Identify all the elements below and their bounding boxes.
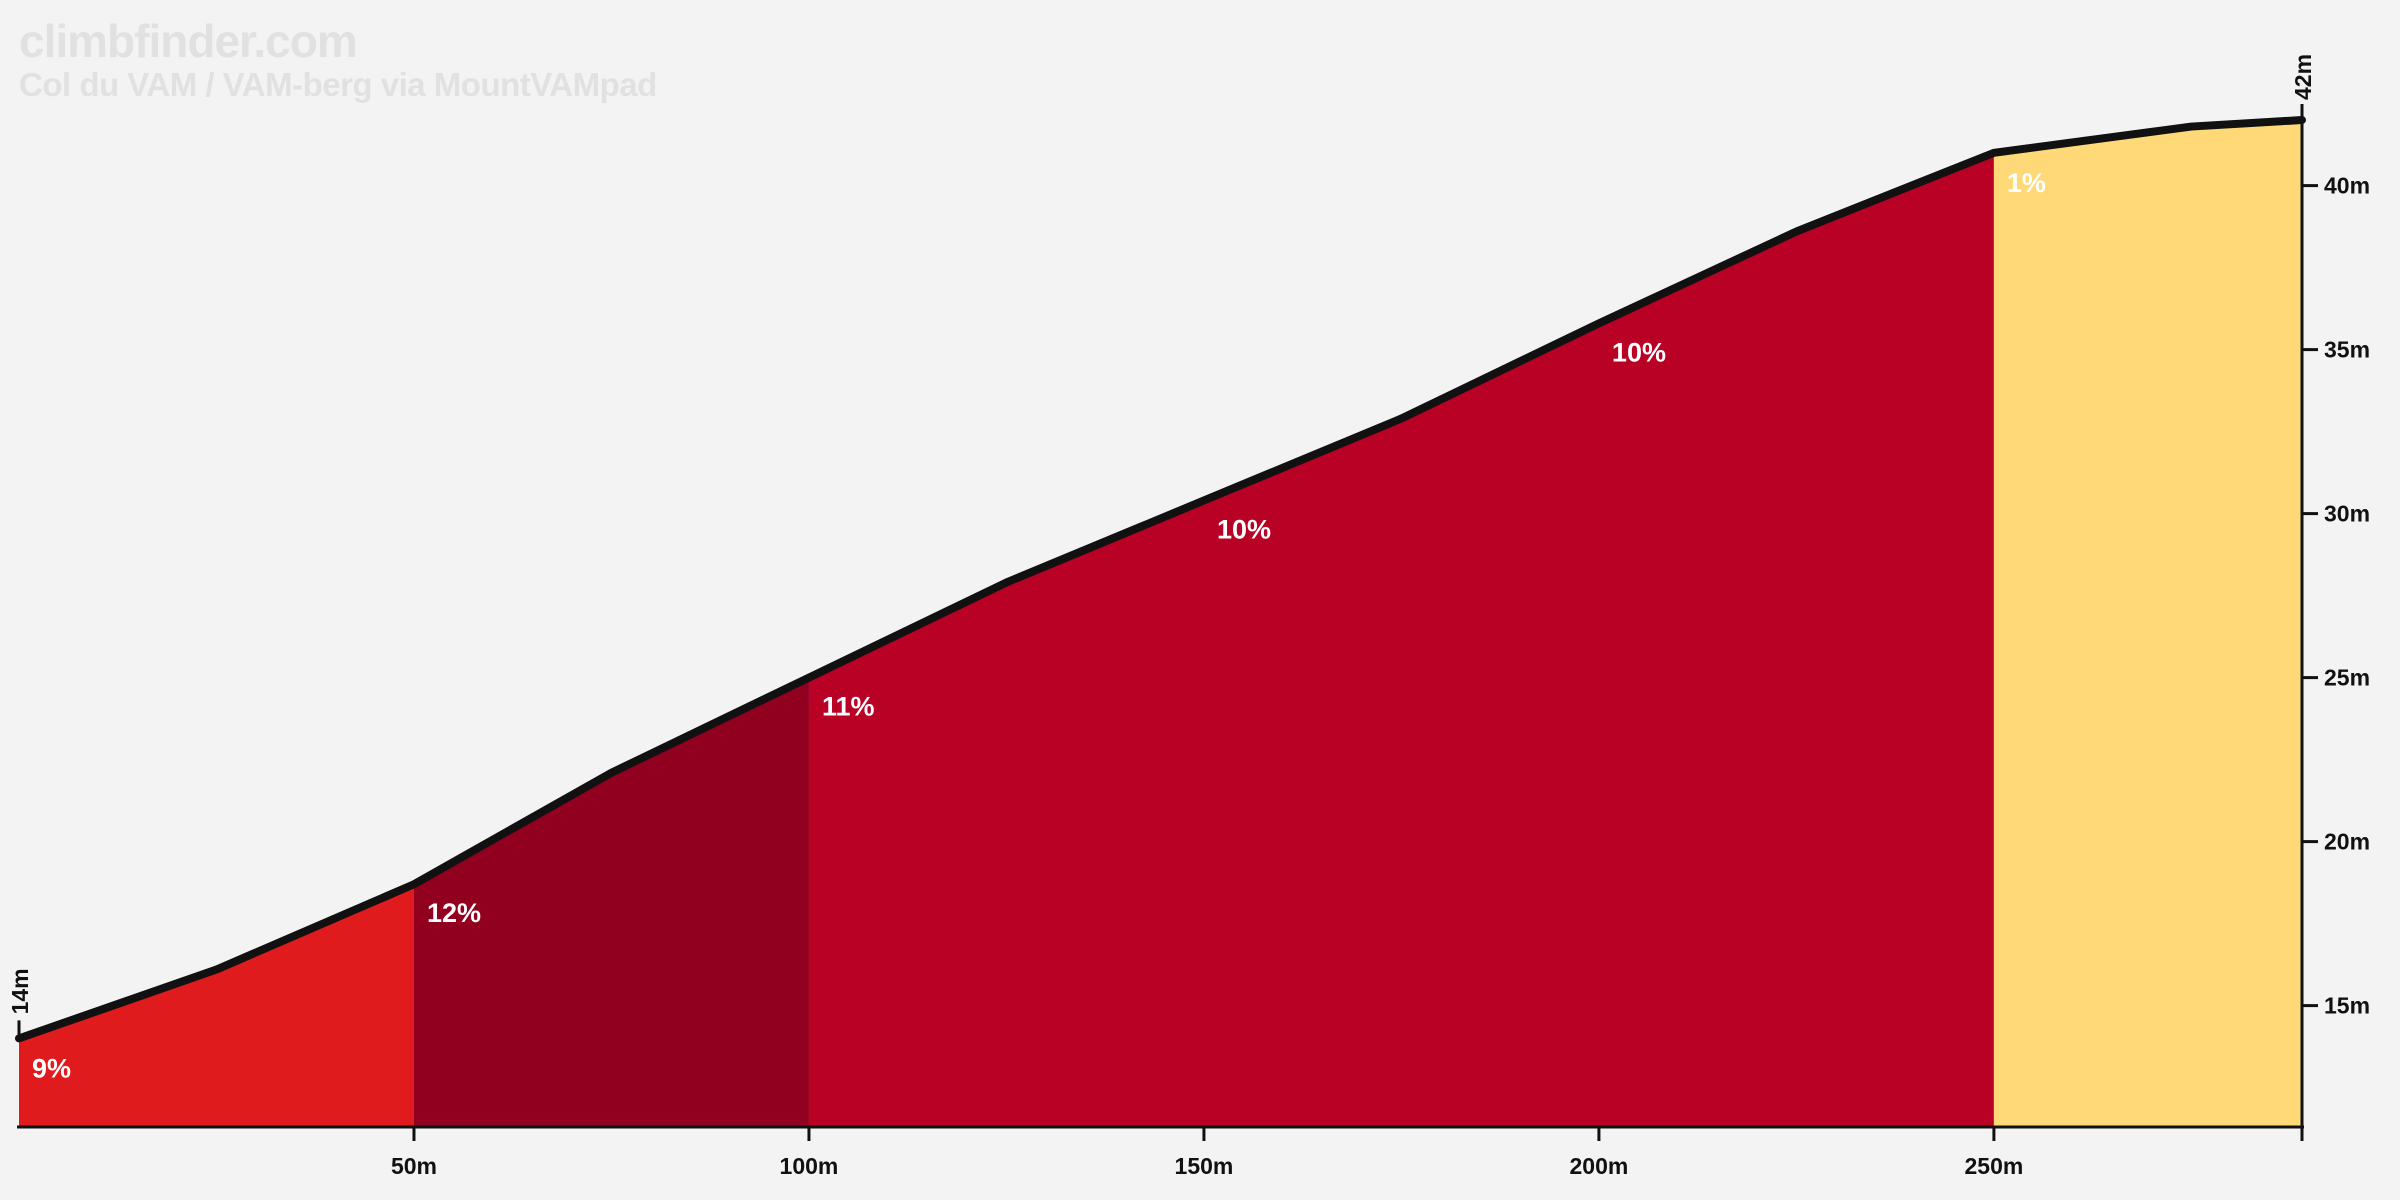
- start-elevation-label: 14m: [7, 968, 33, 1014]
- y-tick-label: 25m: [2324, 665, 2370, 691]
- grade-label: 9%: [32, 1053, 71, 1083]
- gradient-segment-0: [19, 884, 414, 1127]
- y-tick-label: 40m: [2324, 173, 2370, 199]
- x-tick-label: 150m: [1175, 1153, 1234, 1179]
- y-tick-label: 15m: [2324, 993, 2370, 1019]
- elevation-line: [15, 116, 2306, 1043]
- end-elevation-label: 42m: [2290, 54, 2316, 100]
- grade-label: 11%: [822, 692, 875, 722]
- grade-label: 1%: [2007, 168, 2046, 198]
- x-tick-label: 200m: [1570, 1153, 1629, 1179]
- climb-title: Col du VAM / VAM-berg via MountVAMpad: [19, 66, 657, 103]
- x-tick-label: 250m: [1964, 1153, 2023, 1179]
- grade-label: 12%: [427, 898, 481, 928]
- grade-label: 10%: [1612, 337, 1666, 367]
- gradient-segment-3: [1993, 120, 2302, 1127]
- grade-label: 10%: [1217, 514, 1271, 544]
- x-tick-label: 100m: [780, 1153, 839, 1179]
- x-tick-label: 50m: [391, 1153, 437, 1179]
- y-tick-label: 30m: [2324, 501, 2370, 527]
- y-tick-label: 35m: [2324, 337, 2370, 363]
- gradient-segment-1: [413, 677, 809, 1127]
- gradient-segment-2: [808, 152, 1994, 1128]
- site-watermark: climbfinder.com: [19, 15, 358, 67]
- y-tick-label: 20m: [2324, 829, 2370, 855]
